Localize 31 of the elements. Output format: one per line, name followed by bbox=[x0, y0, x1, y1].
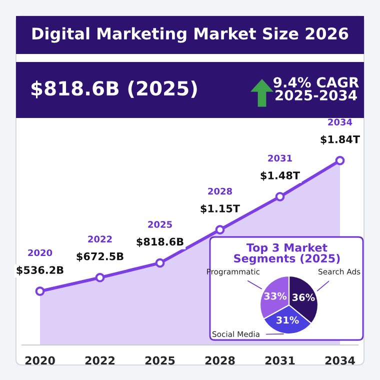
x-tick-label: 2031 bbox=[265, 356, 295, 365]
annotation: 2022 bbox=[88, 236, 112, 243]
data-label: 36% bbox=[292, 294, 315, 302]
point bbox=[155, 258, 165, 268]
point bbox=[95, 272, 105, 282]
data-label: $536.2B bbox=[16, 266, 64, 276]
data-label: $1.15T bbox=[200, 204, 240, 214]
x-tick-label: 2020 bbox=[25, 356, 55, 365]
text: 9.4% CAGR 2025-2034 bbox=[274, 77, 359, 100]
chart-title: Digital Marketing Market Size 2026 bbox=[32, 27, 348, 43]
data-label: $818.6B bbox=[136, 238, 184, 248]
annotation: 2028 bbox=[208, 188, 232, 195]
data-label: 31% bbox=[276, 316, 299, 324]
data-label: $1.84T bbox=[320, 135, 360, 145]
x-tick-label: 2022 bbox=[85, 356, 114, 365]
point bbox=[335, 156, 345, 166]
chart-title: Top 3 Market Segments (2025) bbox=[234, 243, 340, 265]
annotation: 2025 bbox=[148, 221, 172, 228]
text: 2034 bbox=[328, 118, 352, 126]
text: $818.6B (2025) bbox=[32, 80, 197, 98]
x-tick-label: 2025 bbox=[145, 356, 175, 365]
annotation: 2031 bbox=[268, 154, 292, 162]
point bbox=[215, 225, 225, 234]
x-tick-label: 2028 bbox=[205, 356, 235, 365]
data-label: $672.5B bbox=[76, 252, 124, 262]
data-label: $1.48T bbox=[260, 171, 300, 181]
point bbox=[275, 192, 285, 202]
annotation: 2020 bbox=[28, 249, 52, 256]
point bbox=[35, 286, 45, 296]
data-label: 33% bbox=[264, 292, 287, 300]
x-tick-label: 2034 bbox=[325, 356, 355, 365]
